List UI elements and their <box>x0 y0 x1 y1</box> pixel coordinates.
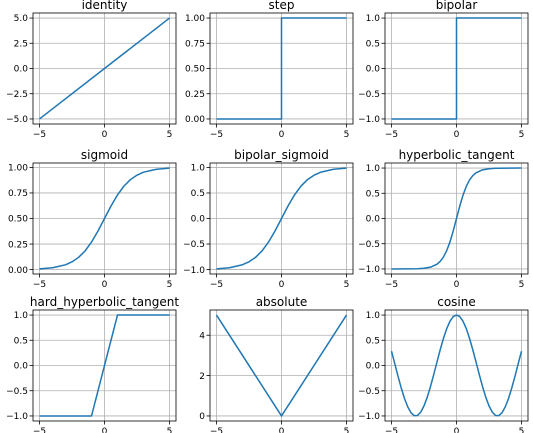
x-tick-label: 5 <box>344 280 350 290</box>
x-tick-label: −5 <box>210 427 223 433</box>
subplot-hard-hyperbolic-tangent: −5 0 5 −1.0 −0.5 0.0 0.5 1.0hard_hyperbolic_tan… <box>6 295 179 433</box>
x-tick-label: −5 <box>385 427 398 433</box>
y-tick-label: 0.0 <box>366 215 381 225</box>
y-tick-label: −1.0 <box>183 266 205 276</box>
chart-title: hard_hyperbolic_tangent <box>30 295 179 309</box>
x-tick-label: −5 <box>33 427 46 433</box>
y-tick-label: 1.00 <box>8 164 28 174</box>
x-tick-label: 0 <box>102 130 108 140</box>
chart-title: hyperbolic_tangent <box>399 148 515 162</box>
subplot-bipolar: −5 0 5 −1.0 −0.5 0.0 0.5 1.0 bipolar <box>358 0 529 140</box>
subplot-bipolar-sigmoid: −5 0 5 −1.0 −0.5 0.0 0.5 1.0 bipolar_sigmoid <box>183 148 354 290</box>
y-tick-label: −5.0 <box>6 115 28 125</box>
x-tick-label: −5 <box>385 280 398 290</box>
x-tick-label: −5 <box>33 130 46 140</box>
y-tick-label: −1.0 <box>358 265 380 275</box>
chart-title: absolute <box>256 295 308 309</box>
x-tick-label: −5 <box>210 280 223 290</box>
x-tick-label: 0 <box>279 427 285 433</box>
y-tick-label: 0.75 <box>8 189 28 199</box>
chart-title: step <box>269 0 295 12</box>
y-tick-label: 0.00 <box>8 266 28 276</box>
x-tick-label: 5 <box>519 280 525 290</box>
y-tick-label: −1.0 <box>6 412 28 422</box>
series-line <box>216 17 347 120</box>
x-tick-label: −5 <box>385 130 398 140</box>
y-tick-label: 0.00 <box>185 115 205 125</box>
y-tick-label: 1.0 <box>366 311 381 321</box>
y-tick-label: 0.0 <box>191 215 206 225</box>
series-line <box>215 314 348 417</box>
y-tick-label: 0.0 <box>14 65 29 75</box>
x-tick-label: 0 <box>454 280 460 290</box>
y-tick-label: 5.0 <box>14 14 29 24</box>
series-line <box>391 167 522 270</box>
x-tick-label: 0 <box>454 427 460 433</box>
x-tick-label: 0 <box>279 130 285 140</box>
x-tick-label: 5 <box>167 280 173 290</box>
series-line <box>39 314 170 417</box>
y-tick-label: 1.0 <box>14 311 29 321</box>
x-tick-label: −5 <box>210 130 223 140</box>
y-tick-label: −2.5 <box>6 90 28 100</box>
y-tick-label: 1.0 <box>366 164 381 174</box>
y-tick-label: −0.5 <box>358 90 380 100</box>
x-tick-label: 0 <box>102 280 108 290</box>
chart-title: cosine <box>437 295 476 309</box>
x-tick-label: 0 <box>102 427 108 433</box>
y-tick-label: 4 <box>199 331 205 341</box>
subplot-identity: −5 0 5 −5.0 −2.5 0.0 2.5 5.0 identity <box>6 0 177 140</box>
y-tick-label: 0.75 <box>185 39 205 49</box>
series-line <box>390 314 523 417</box>
y-tick-label: 0.5 <box>366 39 380 49</box>
subplot-sigmoid: −5 0 5 0.00 0.25 0.50 0.75 1.00 sigmoid <box>8 148 177 290</box>
y-tick-label: 0.0 <box>366 362 381 372</box>
x-tick-label: 5 <box>519 427 525 433</box>
y-tick-label: 0.5 <box>14 336 28 346</box>
x-tick-label: 5 <box>519 130 525 140</box>
y-tick-label: −0.5 <box>6 387 28 397</box>
y-tick-label: −1.0 <box>358 412 380 422</box>
x-tick-label: 5 <box>167 427 173 433</box>
series-line <box>39 17 170 120</box>
y-tick-label: 0.0 <box>14 362 29 372</box>
x-tick-label: −5 <box>33 280 46 290</box>
chart-title: bipolar <box>436 0 478 12</box>
x-tick-label: 0 <box>454 130 460 140</box>
y-tick-label: −1.0 <box>358 115 380 125</box>
y-tick-label: 0 <box>199 412 205 422</box>
series-line <box>391 17 522 120</box>
series-line <box>39 167 170 270</box>
y-tick-label: 1.0 <box>366 14 381 24</box>
y-tick-label: 2.5 <box>14 39 28 49</box>
subplot-absolute: −5 0 5 0 2 4 absolute <box>199 295 354 433</box>
y-tick-label: 0.0 <box>366 65 381 75</box>
chart-title: identity <box>82 0 128 12</box>
x-tick-label: 5 <box>344 130 350 140</box>
y-tick-label: 0.5 <box>366 189 380 199</box>
subplot-hyperbolic-tangent: −5 0 5 −1.0 −0.5 0.0 0.5 1.0 hyperbolic_tangent <box>358 148 529 290</box>
chart-title: bipolar_sigmoid <box>234 148 329 162</box>
y-tick-label: −0.5 <box>358 387 380 397</box>
y-tick-label: −0.5 <box>183 240 205 250</box>
y-tick-label: 2 <box>199 372 205 382</box>
y-tick-label: 0.25 <box>185 90 205 100</box>
subplot-step: −5 0 5 0.00 0.25 0.50 0.75 1.00 step <box>185 0 354 140</box>
x-tick-label: 5 <box>344 427 350 433</box>
y-tick-label: 0.50 <box>8 215 28 225</box>
y-tick-label: 1.0 <box>191 164 206 174</box>
subplot-cosine: −5 0 5 −1.0 −0.5 0.0 0.5 1.0 cosine <box>358 295 529 433</box>
y-tick-label: −0.5 <box>358 240 380 250</box>
y-tick-label: 0.50 <box>185 65 205 75</box>
chart-title: sigmoid <box>81 148 128 162</box>
x-tick-label: 0 <box>279 280 285 290</box>
y-tick-label: 0.5 <box>366 336 380 346</box>
x-tick-label: 5 <box>167 130 173 140</box>
y-tick-label: 0.25 <box>8 240 28 250</box>
y-tick-label: 0.5 <box>191 189 205 199</box>
series-line <box>216 167 347 270</box>
y-tick-label: 1.00 <box>185 14 205 24</box>
